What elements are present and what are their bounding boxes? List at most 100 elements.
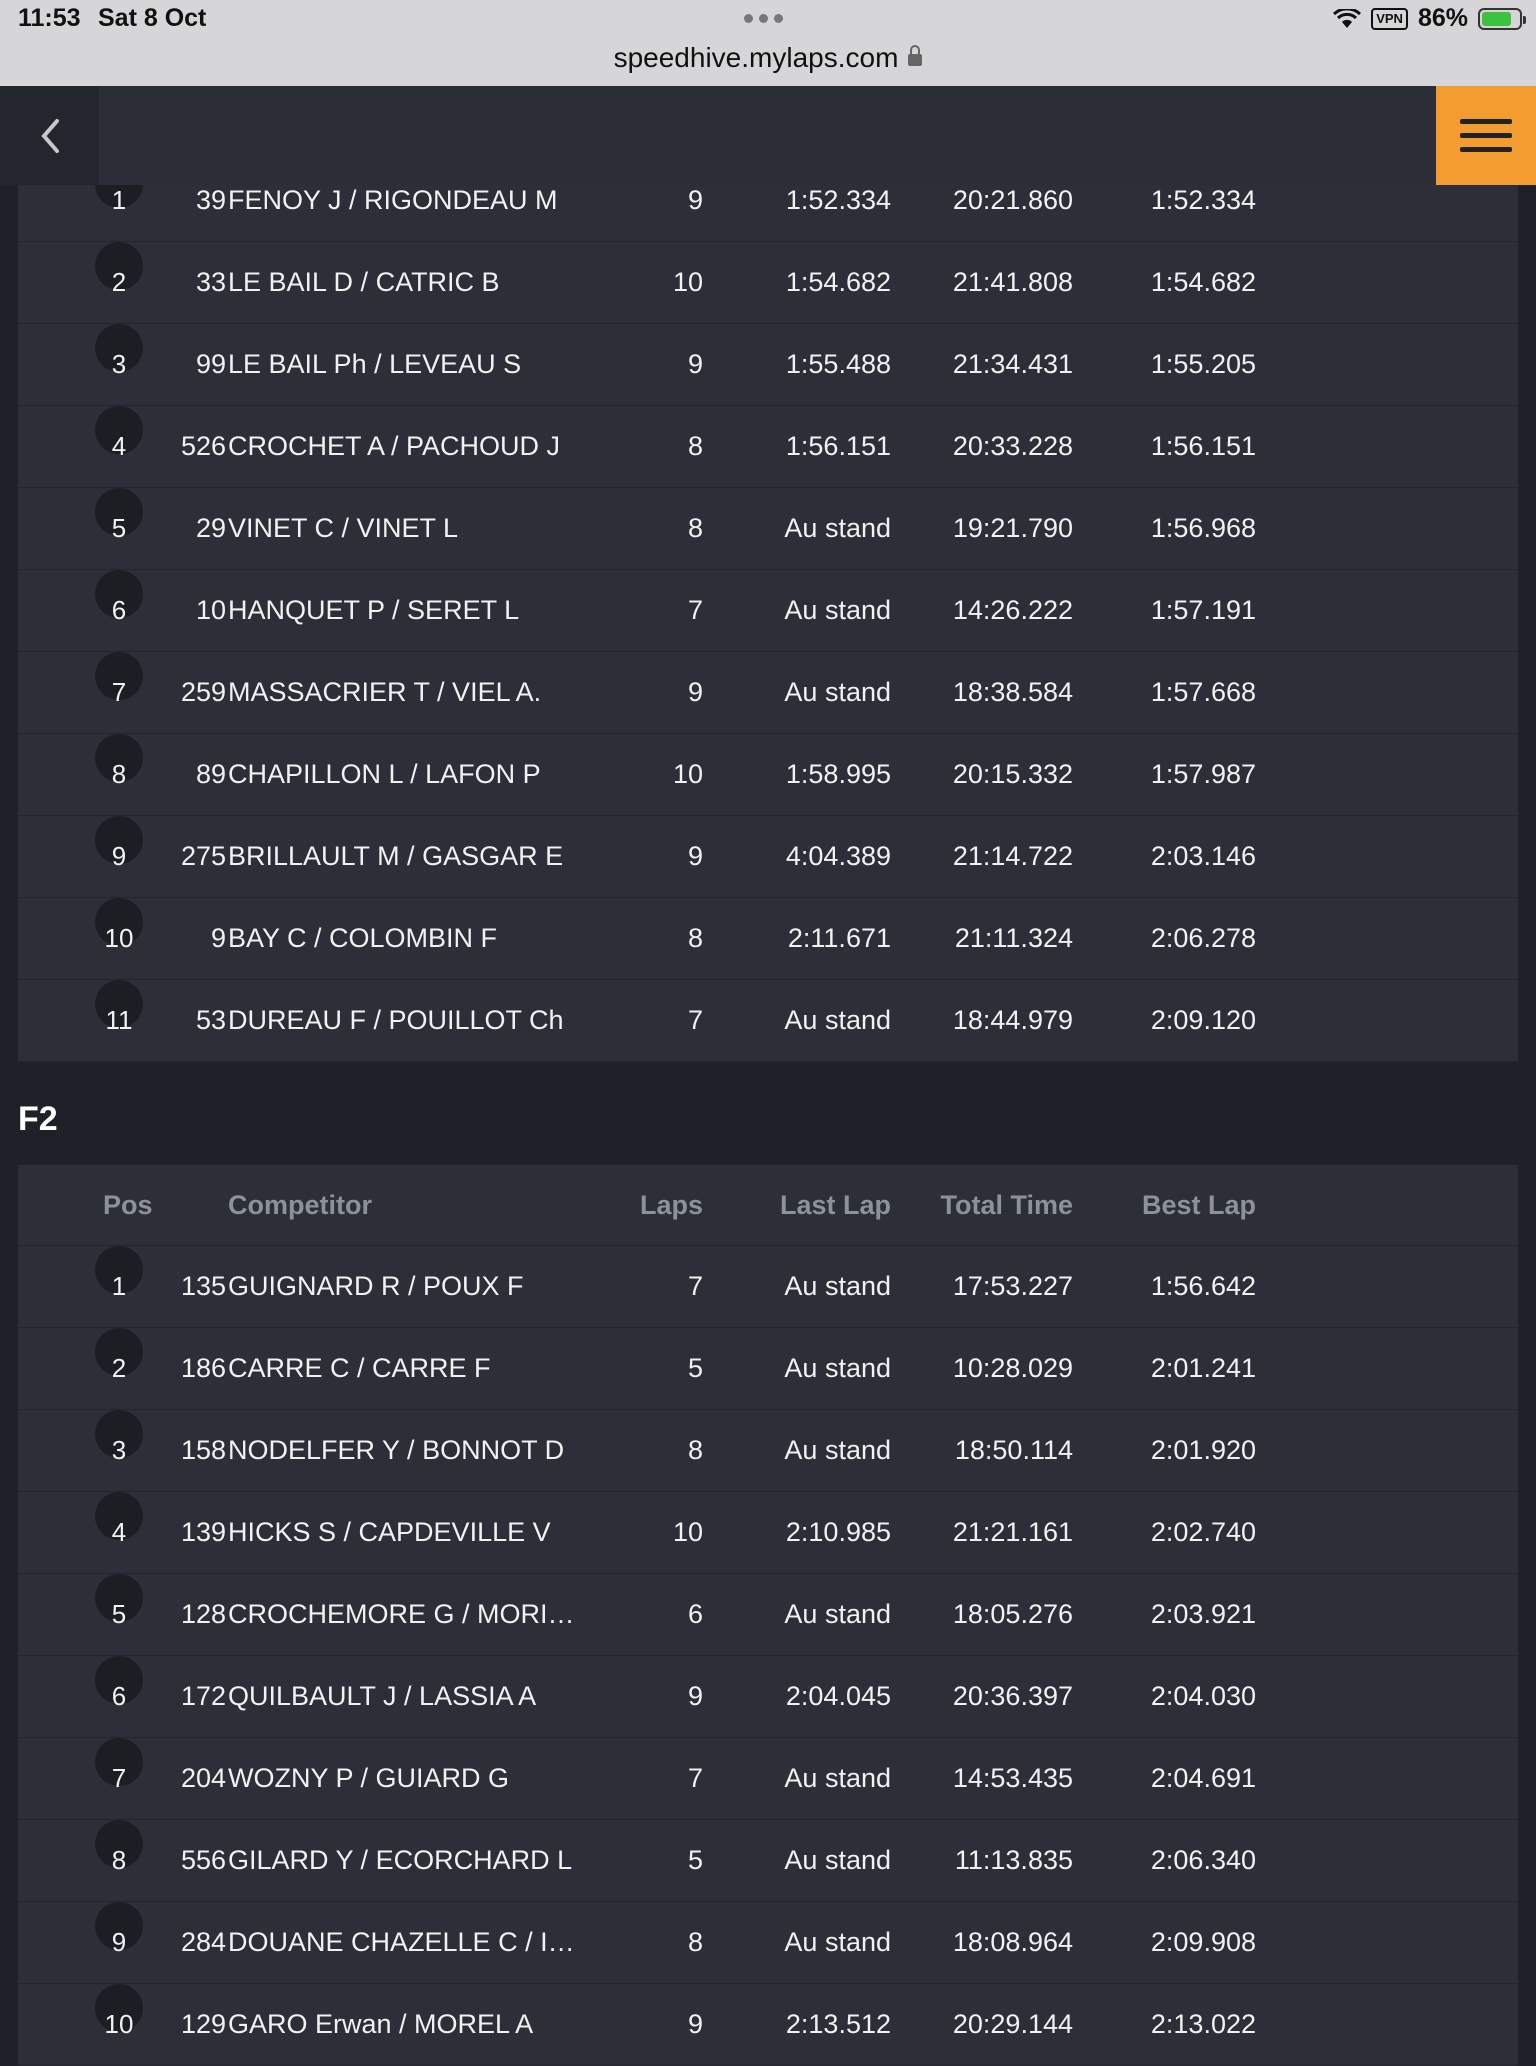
- total-time: 14:26.222: [952, 595, 1073, 625]
- header-laps[interactable]: Laps: [639, 1190, 703, 1220]
- table-row[interactable]: 2 33 LE BAIL D / CATRIC B 10 1:54.682 21:41.8…: [18, 242, 1518, 324]
- total-time: 17:53.227: [952, 1271, 1073, 1301]
- laps-count: 9: [687, 677, 703, 707]
- hamburger-menu-button[interactable]: [1436, 86, 1536, 185]
- car-number: 53: [195, 1005, 226, 1035]
- best-lap-time: 2:04.691: [1150, 1763, 1256, 1793]
- position-badge: 4: [95, 1492, 143, 1547]
- lock-icon: [908, 45, 923, 66]
- table-row[interactable]: 9 275 BRILLAULT M / GASGAR E 9 4:04.389 21:14…: [18, 816, 1518, 898]
- laps-count: 9: [687, 349, 703, 379]
- laps-count: 8: [687, 431, 703, 461]
- competitor-name: HANQUET P / SERET L: [228, 595, 520, 625]
- last-lap-time: Au stand: [784, 1845, 891, 1875]
- table-row[interactable]: 7 204 WOZNY P / GUIARD G 7 Au stand 14:53.435…: [18, 1738, 1518, 1820]
- laps-count: 9: [687, 841, 703, 871]
- competitor-name: CROCHET A / PACHOUD J: [228, 431, 561, 461]
- car-number: 556: [180, 1845, 226, 1875]
- competitor-name: BAY C / COLOMBIN F: [228, 923, 498, 953]
- laps-count: 6: [687, 1599, 703, 1629]
- table-row[interactable]: 6 172 QUILBAULT J / LASSIA A 9 2:04.045 20:36…: [18, 1656, 1518, 1738]
- status-indicators: VPN 86%: [1333, 4, 1526, 33]
- table-row[interactable]: 8 556 GILARD Y / ECORCHARD L 5 Au stand 11:13…: [18, 1820, 1518, 1902]
- best-lap-time: 2:03.146: [1150, 841, 1256, 871]
- competitor-name: MASSACRIER T / VIEL A.: [228, 677, 542, 707]
- table-row[interactable]: 11 53 DUREAU F / POUILLOT Ch 7 Au stand 18:44…: [18, 980, 1518, 1062]
- total-time: 21:14.722: [952, 841, 1073, 871]
- position-badge: 3: [95, 324, 143, 379]
- table-row[interactable]: 9 284 DOUANE CHAZELLE C / I… 8 Au stand 18:08…: [18, 1902, 1518, 1984]
- best-lap-time: 2:13.022: [1150, 2009, 1256, 2039]
- table-row[interactable]: 1 135 GUIGNARD R / POUX F 7 Au stand 17:53.22…: [18, 1246, 1518, 1328]
- table-row[interactable]: 5 29 VINET C / VINET L 8 Au stand 19:21.790 1:…: [18, 488, 1518, 570]
- best-lap-time: 2:06.340: [1150, 1845, 1256, 1875]
- last-lap-time: 2:10.985: [785, 1517, 891, 1547]
- total-time: 18:50.114: [954, 1435, 1073, 1465]
- competitor-name: DUREAU F / POUILLOT Ch: [228, 1005, 564, 1035]
- table-row[interactable]: 10 129 GARO Erwan / MOREL A 9 2:13.512 20:29.…: [18, 1984, 1518, 2066]
- competitor-name: QUILBAULT J / LASSIA A: [228, 1681, 537, 1711]
- laps-count: 10: [672, 267, 703, 297]
- total-time: 14:53.435: [952, 1763, 1073, 1793]
- table-row[interactable]: 10 9 BAY C / COLOMBIN F 8 2:11.671 21:11.324 2…: [18, 898, 1518, 980]
- url-text: speedhive.mylaps.com: [613, 42, 899, 73]
- total-time: 21:11.324: [954, 923, 1073, 953]
- position-badge: 9: [95, 1902, 143, 1957]
- table-row[interactable]: 1 39 FENOY J / RIGONDEAU M 9 1:52.334 20:21.8…: [18, 160, 1518, 242]
- laps-count: 10: [672, 1517, 703, 1547]
- laps-count: 7: [687, 1271, 703, 1301]
- car-number: 275: [180, 841, 226, 871]
- header-last-lap[interactable]: Last Lap: [779, 1190, 891, 1220]
- last-lap-time: Au stand: [784, 513, 891, 543]
- table-row[interactable]: 6 10 HANQUET P / SERET L 7 Au stand 14:26.222…: [18, 570, 1518, 652]
- position-badge: 5: [95, 1574, 143, 1629]
- position-badge: 9: [95, 816, 143, 871]
- header-best-lap[interactable]: Best Lap: [1141, 1190, 1256, 1220]
- back-button[interactable]: [0, 86, 99, 185]
- header-competitor[interactable]: Competitor: [228, 1190, 372, 1220]
- table-row[interactable]: 7 259 MASSACRIER T / VIEL A. 9 Au stand 18:38…: [18, 652, 1518, 734]
- table-row[interactable]: 2 186 CARRE C / CARRE F 5 Au stand 10:28.029 2…: [18, 1328, 1518, 1410]
- position-badge: 4: [95, 406, 143, 461]
- total-time: 10:28.029: [952, 1353, 1073, 1383]
- total-time: 20:21.860: [952, 185, 1073, 215]
- laps-count: 7: [687, 1005, 703, 1035]
- table-row[interactable]: 8 89 CHAPILLON L / LAFON P 10 1:58.995 20:15.…: [18, 734, 1518, 816]
- best-lap-time: 1:56.151: [1150, 431, 1256, 461]
- last-lap-time: Au stand: [784, 1435, 891, 1465]
- position-badge: 5: [95, 488, 143, 543]
- results-table-class-1: 1 39 FENOY J / RIGONDEAU M 9 1:52.334 20:21.8…: [18, 160, 1518, 1062]
- position-badge: 10: [95, 898, 143, 953]
- table-row[interactable]: 3 158 NODELFER Y / BONNOT D 8 Au stand 18:50.…: [18, 1410, 1518, 1492]
- laps-count: 10: [672, 759, 703, 789]
- total-time: 18:44.979: [952, 1005, 1073, 1035]
- header-pos[interactable]: Pos: [103, 1190, 153, 1220]
- table-row[interactable]: 4 139 HICKS S / CAPDEVILLE V 10 2:10.985 21:2…: [18, 1492, 1518, 1574]
- more-options-icon[interactable]: [744, 14, 783, 23]
- best-lap-time: 2:03.921: [1150, 1599, 1256, 1629]
- position-badge: 8: [95, 734, 143, 789]
- position-badge: 3: [95, 1410, 143, 1465]
- position-badge: 2: [95, 242, 143, 297]
- table-header: Pos Competitor Laps Last Lap Total Time …: [18, 1165, 1518, 1246]
- address-bar[interactable]: speedhive.mylaps.com: [0, 42, 1536, 74]
- total-time: 20:15.332: [952, 759, 1073, 789]
- competitor-name: LE BAIL Ph / LEVEAU S: [228, 349, 522, 379]
- table-row[interactable]: 4 526 CROCHET A / PACHOUD J 8 1:56.151 20:33.…: [18, 406, 1518, 488]
- battery-percent: 86%: [1417, 4, 1468, 32]
- total-time: 20:33.228: [952, 431, 1073, 461]
- car-number: 284: [180, 1927, 226, 1957]
- car-number: 89: [195, 759, 226, 789]
- table-row[interactable]: 5 128 CROCHEMORE G / MORI… 6 Au stand 18:05.2…: [18, 1574, 1518, 1656]
- car-number: 39: [195, 185, 226, 215]
- car-number: 29: [195, 513, 226, 543]
- table-row[interactable]: 3 99 LE BAIL Ph / LEVEAU S 9 1:55.488 21:34.4…: [18, 324, 1518, 406]
- position-badge: 11: [95, 980, 143, 1035]
- car-number: 33: [195, 267, 226, 297]
- best-lap-time: 1:54.682: [1150, 267, 1256, 297]
- header-total-time[interactable]: Total Time: [940, 1190, 1073, 1220]
- status-time: 11:53: [18, 4, 81, 32]
- competitor-name: NODELFER Y / BONNOT D: [228, 1435, 565, 1465]
- laps-count: 7: [687, 1763, 703, 1793]
- car-number: 128: [180, 1599, 226, 1629]
